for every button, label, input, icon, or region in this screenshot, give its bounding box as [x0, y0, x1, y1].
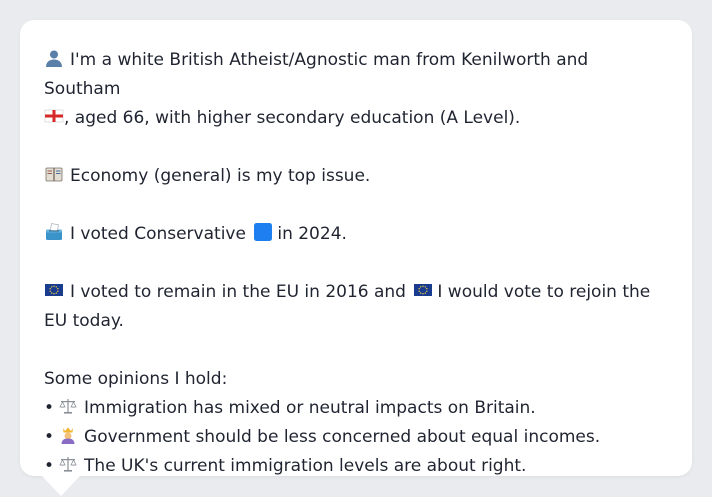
intro-paragraph: I'm a white British Atheist/Agnostic man…: [44, 46, 668, 133]
eu-referendum-text: I voted to remain in the EU in 2016 and: [70, 282, 406, 302]
speech-bubble-tail: [42, 476, 80, 496]
opinion-item: • Immigration has mixed or neutral impac…: [44, 394, 668, 423]
intro-text: I'm a white British Atheist/Agnostic man…: [44, 50, 589, 99]
vote-year-text: in 2024.: [277, 224, 347, 244]
ledger-icon: [44, 164, 64, 184]
eu-rejoin-text: I would vote to rejoin the EU today.: [44, 282, 651, 331]
vote-text: I voted Conservative: [70, 224, 246, 244]
bullet-marker: •: [44, 398, 55, 418]
blue-square-icon: [253, 222, 273, 242]
scales-icon: [58, 396, 78, 416]
bullet-marker: •: [44, 427, 55, 447]
eu-paragraph: I voted to remain in the EU in 2016 and …: [44, 278, 668, 336]
top-issue-paragraph: Economy (general) is my top issue.: [44, 162, 668, 191]
bullet-marker: •: [44, 456, 55, 476]
eu-flag-icon: [44, 280, 64, 300]
person-crown-icon: [58, 425, 78, 445]
ballot-box-icon: [44, 222, 64, 242]
england-flag-icon: [44, 106, 64, 126]
opinion-item: • The UK's current immigration levels ar…: [44, 452, 668, 481]
intro-text-continued: , aged 66, with higher secondary educati…: [64, 108, 521, 128]
top-issue-text: Economy (general) is my top issue.: [70, 166, 371, 186]
person-icon: [44, 48, 64, 68]
opinions-paragraph: Some opinions I hold: • Immigration has …: [44, 365, 668, 481]
profile-message-card: I'm a white British Atheist/Agnostic man…: [20, 20, 692, 476]
vote-paragraph: I voted Conservative in 2024.: [44, 220, 668, 249]
opinion-text: Government should be less concerned abou…: [84, 427, 601, 447]
opinion-text: The UK's current immigration levels are …: [84, 456, 527, 476]
opinion-text: Immigration has mixed or neutral impacts…: [84, 398, 536, 418]
eu-flag-icon: [413, 280, 433, 300]
opinion-item: • Government should be less concerned ab…: [44, 423, 668, 452]
opinions-heading: Some opinions I hold:: [44, 369, 228, 389]
scales-icon: [58, 454, 78, 474]
